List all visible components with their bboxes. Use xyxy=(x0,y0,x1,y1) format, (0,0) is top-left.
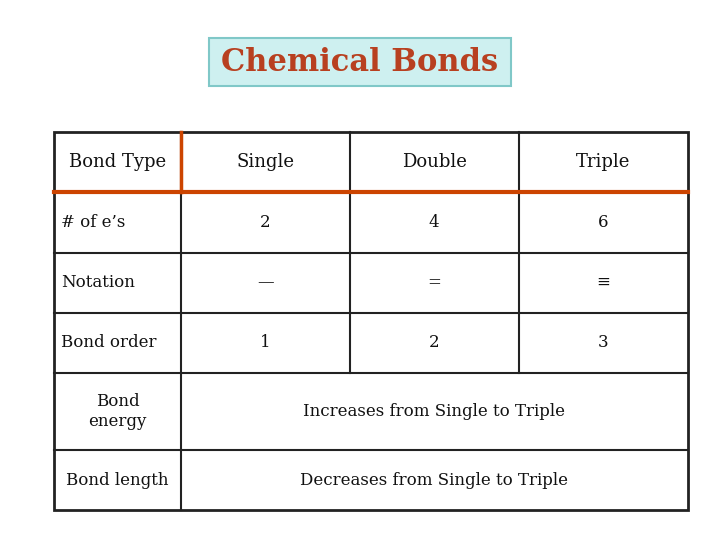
Text: Bond
energy: Bond energy xyxy=(88,393,147,430)
Text: 2: 2 xyxy=(260,214,271,231)
Text: 4: 4 xyxy=(429,214,439,231)
Text: 1: 1 xyxy=(260,334,271,352)
Text: Bond order: Bond order xyxy=(61,334,157,352)
Text: Notation: Notation xyxy=(61,274,135,291)
Text: Decreases from Single to Triple: Decreases from Single to Triple xyxy=(300,472,568,489)
Text: # of e’s: # of e’s xyxy=(61,214,125,231)
Text: 2: 2 xyxy=(429,334,439,352)
Text: Increases from Single to Triple: Increases from Single to Triple xyxy=(303,403,565,420)
Text: Single: Single xyxy=(236,153,294,171)
Text: Double: Double xyxy=(402,153,467,171)
Text: Bond length: Bond length xyxy=(66,472,168,489)
Text: Triple: Triple xyxy=(576,153,630,171)
Text: =: = xyxy=(427,274,441,291)
Bar xyxy=(54,132,688,510)
Text: Bond Type: Bond Type xyxy=(69,153,166,171)
FancyBboxPatch shape xyxy=(209,38,511,86)
Text: Chemical Bonds: Chemical Bonds xyxy=(222,46,498,78)
Text: ≡: ≡ xyxy=(596,274,610,291)
Text: 6: 6 xyxy=(598,214,608,231)
Text: 3: 3 xyxy=(598,334,608,352)
Text: —: — xyxy=(257,274,274,291)
